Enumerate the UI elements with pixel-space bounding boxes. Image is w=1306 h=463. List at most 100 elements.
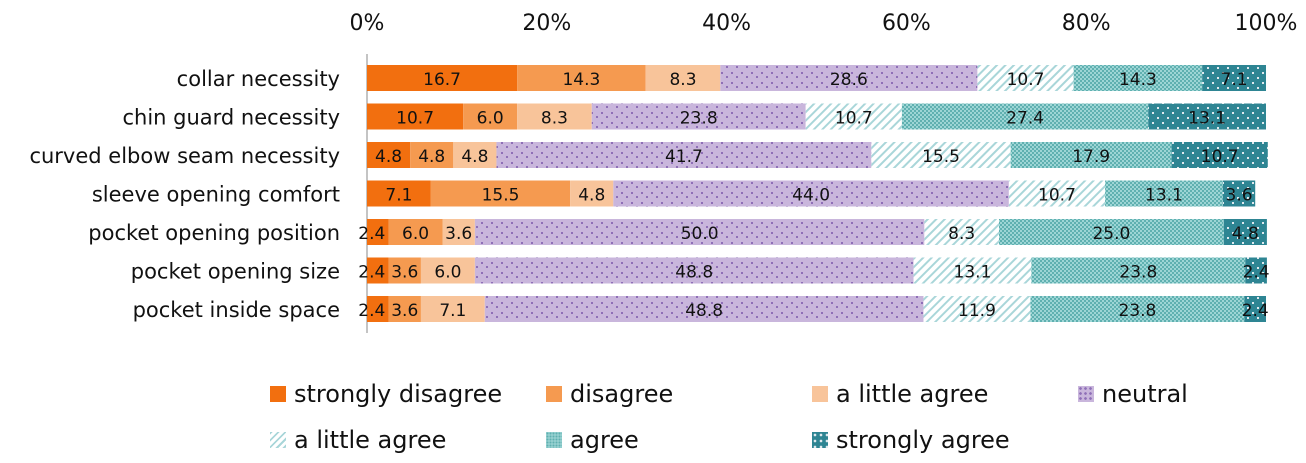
- bar-segment: [367, 257, 389, 284]
- data-label: 3.6: [391, 263, 418, 283]
- data-label: 10.7: [1201, 147, 1239, 167]
- legend-swatch: [270, 386, 286, 402]
- bar-segment: [1105, 180, 1223, 207]
- data-label: 3.6: [1226, 186, 1253, 206]
- bar-segment: [388, 257, 421, 284]
- data-label: 23.8: [1119, 301, 1157, 321]
- bar-segment: [923, 296, 1031, 322]
- bar-segment: [591, 103, 806, 130]
- legend-item: neutral: [1078, 380, 1188, 408]
- data-label: 14.3: [562, 70, 600, 90]
- data-label: 2.4: [1243, 263, 1270, 283]
- bar-segment: [1245, 257, 1267, 284]
- data-label: 13.1: [1188, 109, 1226, 129]
- bar-segment: [367, 180, 431, 207]
- bar-segment: [1202, 65, 1266, 91]
- legend-label: strongly agree: [836, 426, 1010, 454]
- bar-segment: [1148, 103, 1266, 130]
- legend-swatch: [546, 386, 562, 402]
- bar-segment: [367, 65, 518, 91]
- x-tick-label: 80%: [1062, 11, 1111, 36]
- data-label: 11.9: [958, 301, 996, 321]
- category-label: pocket opening position: [88, 221, 340, 245]
- bar-segment: [998, 219, 1224, 245]
- bar-segment: [1171, 142, 1268, 168]
- bar-segment: [484, 296, 924, 322]
- data-label: 10.7: [835, 109, 873, 129]
- data-label: 10.7: [1038, 186, 1076, 206]
- bar-segment: [570, 180, 614, 207]
- data-label: 28.6: [830, 70, 868, 90]
- data-label: 17.9: [1072, 147, 1110, 167]
- data-label: 2.4: [358, 301, 385, 321]
- bar-segment: [1073, 65, 1203, 91]
- bar-segment: [913, 257, 1032, 284]
- data-label: 8.3: [948, 224, 975, 244]
- data-label: 7.1: [1221, 70, 1248, 90]
- bar-segment: [901, 103, 1149, 130]
- data-label: 7.1: [385, 186, 412, 206]
- category-label: pocket opening size: [131, 260, 340, 284]
- chart-legend: strongly disagree disagree a little agree n…: [0, 372, 1306, 463]
- bar-segment: [1030, 296, 1245, 322]
- bar-segment: [924, 219, 999, 245]
- legend-item: strongly agree: [812, 426, 1010, 454]
- bar-segment: [442, 219, 475, 245]
- data-label: 4.8: [578, 186, 605, 206]
- bar-segment: [1244, 296, 1266, 322]
- data-label: 2.4: [1242, 301, 1269, 321]
- legend-label: strongly disagree: [294, 380, 503, 408]
- bar-segment: [720, 65, 978, 91]
- bar-segment: [420, 257, 475, 284]
- category-label: chin guard necessity: [122, 106, 340, 130]
- data-label: 27.4: [1006, 109, 1044, 129]
- bar-segment: [474, 219, 925, 245]
- data-label: 23.8: [1119, 263, 1157, 283]
- bar-segment: [871, 142, 1011, 168]
- bar-segment: [613, 180, 1009, 207]
- data-label: 3.6: [391, 301, 418, 321]
- bar-segment: [410, 142, 454, 168]
- data-label: 6.0: [402, 224, 429, 244]
- x-tick-label: 100%: [1235, 11, 1298, 36]
- bar-segment: [496, 142, 872, 168]
- data-label: 4.8: [418, 147, 445, 167]
- bar-segment: [463, 103, 518, 130]
- data-label: 2.4: [358, 224, 385, 244]
- x-tick-label: 60%: [882, 11, 931, 36]
- legend-item: strongly disagree: [270, 380, 502, 408]
- legend-item: agree: [546, 426, 639, 454]
- bar-segment: [805, 103, 902, 130]
- x-tick-label: 0%: [350, 11, 385, 36]
- bar-segment: [420, 296, 485, 322]
- data-label: 13.1: [954, 263, 992, 283]
- bar-segment: [517, 103, 592, 130]
- data-label: 4.8: [1232, 224, 1259, 244]
- data-label: 15.5: [922, 147, 960, 167]
- bar-segment: [430, 180, 571, 207]
- bar-segment: [453, 142, 497, 168]
- bar-segment: [1008, 180, 1106, 207]
- data-label: 8.3: [541, 109, 568, 129]
- legend-swatch: [546, 432, 562, 448]
- data-label: 2.4: [358, 263, 385, 283]
- data-label: 44.0: [792, 186, 830, 206]
- x-tick-label: 20%: [522, 11, 571, 36]
- bar-segment: [645, 65, 721, 91]
- legend-swatch: [812, 432, 828, 448]
- data-label: 10.7: [1007, 70, 1045, 90]
- legend-item: disagree: [546, 380, 673, 408]
- bar-segment: [367, 219, 389, 245]
- legend-item: a little agree: [812, 380, 988, 408]
- category-label: collar necessity: [177, 67, 340, 91]
- data-label: 25.0: [1092, 224, 1130, 244]
- category-label: pocket inside space: [133, 298, 340, 322]
- stacked-bar-chart: 0% 20% 40% 60% 80% 100% collar necessity chin …: [29, 11, 1298, 333]
- legend-label: disagree: [570, 380, 674, 408]
- bar-segment: [1010, 142, 1172, 168]
- data-label: 48.8: [685, 301, 723, 321]
- data-label: 4.8: [375, 147, 402, 167]
- bar-segment: [1222, 180, 1256, 207]
- data-label: 48.8: [675, 263, 713, 283]
- bar-segment: [388, 219, 443, 245]
